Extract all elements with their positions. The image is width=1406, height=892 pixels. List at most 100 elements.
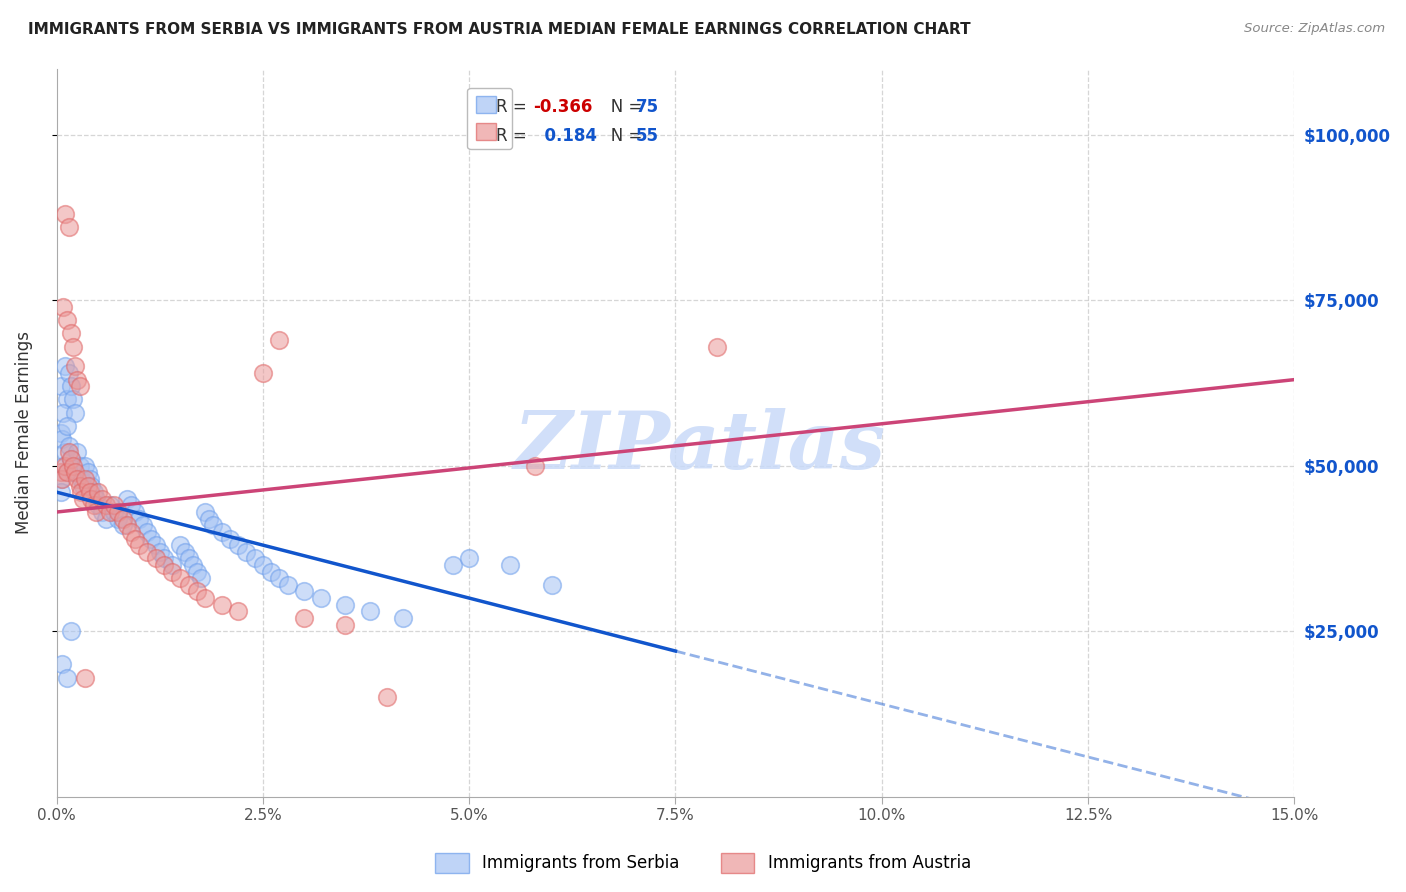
Point bbox=[111, 511, 134, 525]
Point bbox=[120, 524, 142, 539]
Point bbox=[235, 545, 257, 559]
Point bbox=[53, 359, 76, 374]
Point bbox=[441, 558, 464, 572]
Point bbox=[335, 617, 357, 632]
Text: Source: ZipAtlas.com: Source: ZipAtlas.com bbox=[1244, 22, 1385, 36]
Point bbox=[219, 532, 242, 546]
Point bbox=[63, 406, 86, 420]
Point bbox=[52, 406, 75, 420]
Point bbox=[269, 333, 291, 347]
Point bbox=[75, 671, 97, 685]
Point bbox=[52, 300, 75, 314]
Point bbox=[87, 485, 110, 500]
Point bbox=[80, 478, 103, 492]
Point bbox=[72, 491, 94, 506]
Point bbox=[136, 545, 159, 559]
Text: IMMIGRANTS FROM SERBIA VS IMMIGRANTS FROM AUSTRIA MEDIAN FEMALE EARNINGS CORRELA: IMMIGRANTS FROM SERBIA VS IMMIGRANTS FRO… bbox=[28, 22, 970, 37]
Point bbox=[55, 671, 77, 685]
Point bbox=[226, 538, 249, 552]
Legend: , : , bbox=[467, 87, 512, 149]
Point bbox=[62, 466, 84, 480]
Point bbox=[706, 340, 728, 354]
Point bbox=[458, 551, 481, 566]
Point bbox=[51, 432, 73, 446]
Point bbox=[49, 485, 72, 500]
Point bbox=[91, 491, 114, 506]
Point bbox=[72, 478, 94, 492]
Point bbox=[49, 379, 72, 393]
Point bbox=[66, 445, 89, 459]
Y-axis label: Median Female Earnings: Median Female Earnings bbox=[15, 331, 32, 534]
Point bbox=[66, 373, 89, 387]
Point bbox=[70, 485, 93, 500]
Point bbox=[60, 379, 83, 393]
Point bbox=[136, 524, 159, 539]
Point bbox=[83, 485, 105, 500]
Point bbox=[58, 439, 80, 453]
Point bbox=[55, 392, 77, 407]
Point bbox=[98, 505, 121, 519]
Point bbox=[141, 532, 163, 546]
Point bbox=[277, 578, 299, 592]
Point bbox=[58, 366, 80, 380]
Text: 55: 55 bbox=[636, 127, 659, 145]
Point bbox=[160, 558, 183, 572]
Point bbox=[60, 452, 83, 467]
Point bbox=[153, 551, 176, 566]
Point bbox=[77, 478, 100, 492]
Point bbox=[79, 485, 101, 500]
Point bbox=[309, 591, 332, 606]
Text: R =: R = bbox=[496, 97, 531, 116]
Point bbox=[69, 379, 91, 393]
Point bbox=[499, 558, 522, 572]
Point bbox=[69, 478, 91, 492]
Point bbox=[202, 518, 225, 533]
Point bbox=[77, 466, 100, 480]
Point bbox=[83, 499, 105, 513]
Text: -0.366: -0.366 bbox=[533, 97, 592, 116]
Point bbox=[149, 545, 172, 559]
Point bbox=[243, 551, 266, 566]
Point bbox=[84, 505, 107, 519]
Point bbox=[84, 491, 107, 506]
Point bbox=[120, 499, 142, 513]
Point bbox=[98, 499, 121, 513]
Point bbox=[124, 505, 146, 519]
Point bbox=[111, 518, 134, 533]
Point bbox=[540, 578, 562, 592]
Point bbox=[91, 505, 114, 519]
Point bbox=[115, 518, 138, 533]
Text: N =: N = bbox=[595, 127, 648, 145]
Point bbox=[359, 604, 381, 618]
Point bbox=[177, 551, 200, 566]
Point bbox=[63, 466, 86, 480]
Point bbox=[55, 466, 77, 480]
Point bbox=[107, 511, 129, 525]
Point bbox=[75, 472, 97, 486]
Point bbox=[60, 326, 83, 341]
Point bbox=[269, 571, 291, 585]
Point bbox=[62, 458, 84, 473]
Text: 75: 75 bbox=[636, 97, 659, 116]
Point bbox=[87, 499, 110, 513]
Point bbox=[186, 584, 208, 599]
Point bbox=[153, 558, 176, 572]
Point bbox=[94, 499, 117, 513]
Point bbox=[160, 565, 183, 579]
Point bbox=[70, 472, 93, 486]
Point bbox=[524, 458, 547, 473]
Point bbox=[107, 505, 129, 519]
Point bbox=[194, 591, 217, 606]
Point bbox=[177, 578, 200, 592]
Point bbox=[49, 472, 72, 486]
Point bbox=[49, 466, 72, 480]
Point bbox=[211, 524, 233, 539]
Point bbox=[58, 220, 80, 235]
Legend: Immigrants from Serbia, Immigrants from Austria: Immigrants from Serbia, Immigrants from … bbox=[429, 847, 977, 880]
Point bbox=[252, 558, 274, 572]
Point bbox=[52, 458, 75, 473]
Point bbox=[375, 690, 398, 705]
Point bbox=[79, 472, 101, 486]
Point bbox=[60, 624, 83, 639]
Point bbox=[62, 392, 84, 407]
